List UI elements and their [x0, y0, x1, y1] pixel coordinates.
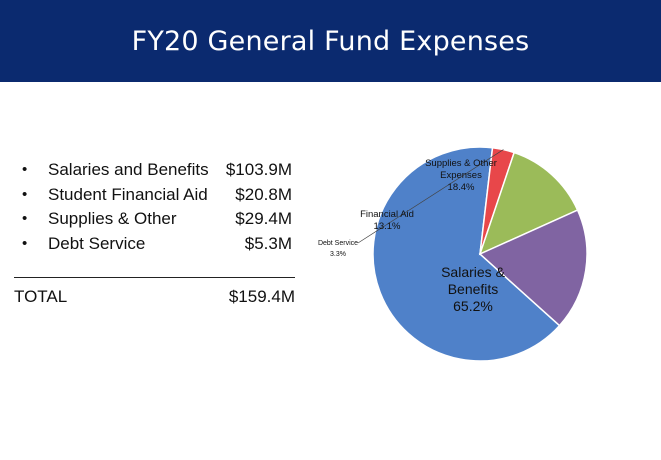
- slice-label: Expenses: [440, 170, 482, 181]
- item-label: Supplies & Other: [48, 209, 177, 228]
- pie-slice: [478, 209, 588, 327]
- item-amount: $103.9M: [225, 160, 292, 179]
- item-amount: $29.4M: [235, 209, 292, 228]
- pie-slice: [478, 151, 579, 256]
- divider-line: [14, 277, 295, 278]
- slice-label: Benefits: [448, 281, 499, 297]
- total-amount: $159.4M: [228, 287, 295, 306]
- pie-chart: Salaries & Benefits 65.2% Debt Service 3.3% F…: [300, 130, 640, 380]
- slice-percent-label: 65.2%: [453, 298, 493, 314]
- slice-label: Financial Aid: [360, 209, 414, 220]
- total-row: TOTAL $159.4M: [14, 285, 295, 309]
- expense-list: • Salaries and Benefits $103.9M • Studen…: [22, 158, 302, 256]
- item-label: Student Financial Aid: [48, 184, 208, 204]
- slice-label: Debt Service: [318, 240, 358, 247]
- slice-label: Salaries &: [441, 264, 505, 280]
- bullet: •: [22, 185, 28, 203]
- list-item: • Supplies & Other $29.4M: [22, 207, 302, 232]
- slice-label: Supplies & Other: [425, 158, 497, 169]
- item-amount: $5.3M: [244, 233, 292, 253]
- slice-percent-label: 13.1%: [374, 221, 401, 232]
- slice-percent-label: 18.4%: [448, 182, 475, 193]
- item-amount: $20.8M: [235, 184, 292, 204]
- slice-percent-label: 3.3%: [330, 251, 346, 258]
- item-label: Salaries and Benefits: [48, 160, 209, 179]
- page-title: FY20 General Fund Expenses: [131, 25, 530, 57]
- pie-slice: [372, 146, 561, 362]
- title-bar: FY20 General Fund Expenses: [0, 0, 661, 82]
- list-item: • Student Financial Aid $20.8M: [22, 183, 302, 208]
- bullet: •: [22, 161, 28, 178]
- list-item: • Debt Service $5.3M: [22, 232, 302, 257]
- total-label: TOTAL: [14, 287, 68, 306]
- bullet: •: [22, 234, 28, 252]
- leader-line: [357, 149, 504, 244]
- bullet: •: [22, 210, 28, 227]
- item-label: Debt Service: [48, 233, 146, 253]
- list-item: • Salaries and Benefits $103.9M: [22, 158, 302, 183]
